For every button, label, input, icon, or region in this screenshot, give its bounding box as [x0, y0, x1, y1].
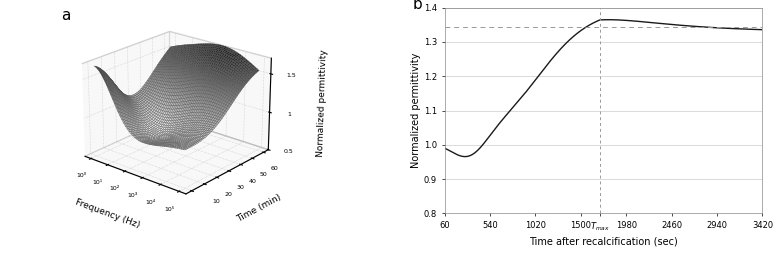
Text: a: a: [61, 8, 71, 23]
X-axis label: Frequency (Hz): Frequency (Hz): [74, 198, 142, 230]
Text: b: b: [413, 0, 422, 12]
Y-axis label: Time (min): Time (min): [236, 192, 283, 224]
Y-axis label: Normalized permittivity: Normalized permittivity: [411, 53, 421, 168]
X-axis label: Time after recalcification (sec): Time after recalcification (sec): [529, 236, 678, 246]
